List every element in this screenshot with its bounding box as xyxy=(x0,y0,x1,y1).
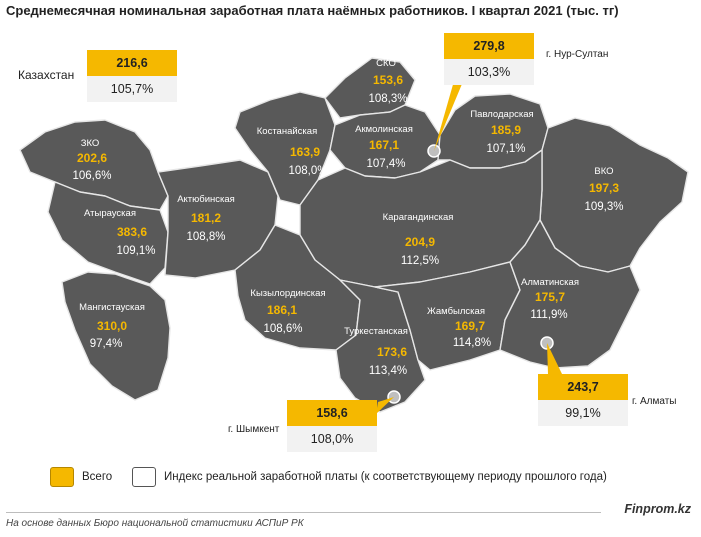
legend-swatch-white xyxy=(132,467,156,487)
region-name: Мангистауская xyxy=(79,302,145,313)
label-turkestan: Туркестанская 173,6 113,4% xyxy=(344,326,408,377)
label-karaganda: Карагандинская 204,9 112,5% xyxy=(383,212,454,267)
region-salary: 153,6 xyxy=(373,73,403,87)
region-name: Туркестанская xyxy=(344,326,408,337)
nursultan-box: 279,8 103,3% xyxy=(444,33,534,85)
region-index: 108,3% xyxy=(368,93,407,105)
legend-item-index: Индекс реальной заработной платы (к соот… xyxy=(132,467,607,487)
region-index: 113,4% xyxy=(369,365,407,377)
region-vko[interactable] xyxy=(539,117,689,273)
region-name: Костанайская xyxy=(257,126,317,137)
region-index: 109,1% xyxy=(116,245,155,257)
region-index: 108,0% xyxy=(288,165,327,177)
label-zhambyl: Жамбылская 169,7 114,8% xyxy=(427,306,491,349)
shymkent-callout-pointer xyxy=(376,397,394,414)
region-salary: 197,3 xyxy=(589,181,619,195)
legend-swatch-yellow xyxy=(50,467,74,487)
legend-label-total: Всего xyxy=(82,471,113,484)
almaty-box: 243,7 99,1% xyxy=(538,374,628,426)
label-zko: ЗКО 202,6 106,6% xyxy=(72,138,111,182)
region-index: 109,3% xyxy=(584,201,623,213)
region-name: Кызылординская xyxy=(250,288,325,299)
region-name: ЗКО xyxy=(81,138,100,149)
almaty-callout-pointer xyxy=(547,343,562,374)
kazakhstan-label: Казахстан xyxy=(18,68,75,82)
region-index: 107,1% xyxy=(486,143,525,155)
legend-item-total: Всего xyxy=(50,467,112,487)
shymkent-box: 158,6 108,0% xyxy=(287,400,377,452)
page-title: Среднемесячная номинальная заработная пл… xyxy=(6,3,619,18)
legend-label-index: Индекс реальной заработной платы (к соот… xyxy=(164,471,607,484)
footer-divider xyxy=(6,512,601,513)
region-name: Актюбинская xyxy=(177,194,235,205)
region-salary: 173,6 xyxy=(377,345,407,359)
label-akmola: Акмолинская 167,1 107,4% xyxy=(355,124,413,170)
region-index: 108,8% xyxy=(186,231,225,243)
region-salary: 310,0 xyxy=(97,319,127,333)
region-name: Атырауская xyxy=(84,208,136,219)
label-almaty-obl: Алматинская 175,7 111,9% xyxy=(521,277,579,321)
region-salary: 202,6 xyxy=(77,151,107,165)
region-name: Павлодарская xyxy=(470,109,533,120)
region-name: Алматинская xyxy=(521,277,579,288)
shymkent-label: г. Шымкент xyxy=(228,424,280,435)
region-salary: 181,2 xyxy=(191,211,221,225)
region-salary: 167,1 xyxy=(369,138,399,152)
kazakhstan-box: 216,6 105,7% xyxy=(87,50,177,102)
region-index: 107,4% xyxy=(366,158,405,170)
shymkent-index: 108,0% xyxy=(287,426,377,452)
region-salary: 186,1 xyxy=(267,303,297,317)
label-pavlodar: Павлодарская 185,9 107,1% xyxy=(470,109,533,155)
region-name: Акмолинская xyxy=(355,124,413,135)
nursultan-label: г. Нур-Султан xyxy=(546,49,609,60)
region-name: СКО xyxy=(376,58,396,69)
label-atyrau: Атырауская 383,6 109,1% xyxy=(84,208,155,257)
region-salary: 204,9 xyxy=(405,235,435,249)
label-kyzylorda: Кызылординская 186,1 108,6% xyxy=(250,288,325,335)
region-salary: 383,6 xyxy=(117,225,147,239)
label-sko: СКО 153,6 108,3% xyxy=(368,58,407,105)
label-mangystau: Мангистауская 310,0 97,4% xyxy=(79,302,145,350)
brand-logo: Finprom.kz xyxy=(624,502,691,516)
source-note: На основе данных Бюро национальной стати… xyxy=(6,518,304,529)
nursultan-index: 103,3% xyxy=(444,59,534,85)
nursultan-salary: 279,8 xyxy=(444,33,534,59)
region-name: Жамбылская xyxy=(427,306,485,317)
region-index: 97,4% xyxy=(90,338,123,350)
region-index: 112,5% xyxy=(401,255,439,267)
region-salary: 163,9 xyxy=(290,145,320,159)
kazakhstan-salary: 216,6 xyxy=(87,50,177,76)
shymkent-salary: 158,6 xyxy=(287,400,377,426)
region-almaty-obl[interactable] xyxy=(499,219,641,369)
kazakhstan-index: 105,7% xyxy=(87,76,177,102)
region-salary: 175,7 xyxy=(535,290,565,304)
label-aktobe: Актюбинская 181,2 108,8% xyxy=(177,194,235,243)
region-salary: 185,9 xyxy=(491,123,521,137)
region-index: 114,8% xyxy=(453,337,491,349)
almaty-index: 99,1% xyxy=(538,400,628,426)
region-sko[interactable] xyxy=(324,57,416,119)
region-name: ВКО xyxy=(594,166,613,177)
region-index: 106,6% xyxy=(72,170,111,182)
almaty-label: г. Алматы xyxy=(632,396,677,407)
region-index: 111,9% xyxy=(530,309,567,321)
label-vko: ВКО 197,3 109,3% xyxy=(584,166,623,213)
almaty-salary: 243,7 xyxy=(538,374,628,400)
label-kostanay: Костанайская 163,9 108,0% xyxy=(257,126,328,177)
region-salary: 169,7 xyxy=(455,319,485,333)
region-index: 108,6% xyxy=(263,323,302,335)
region-mangystau[interactable] xyxy=(61,271,171,401)
region-name: Карагандинская xyxy=(383,212,454,223)
